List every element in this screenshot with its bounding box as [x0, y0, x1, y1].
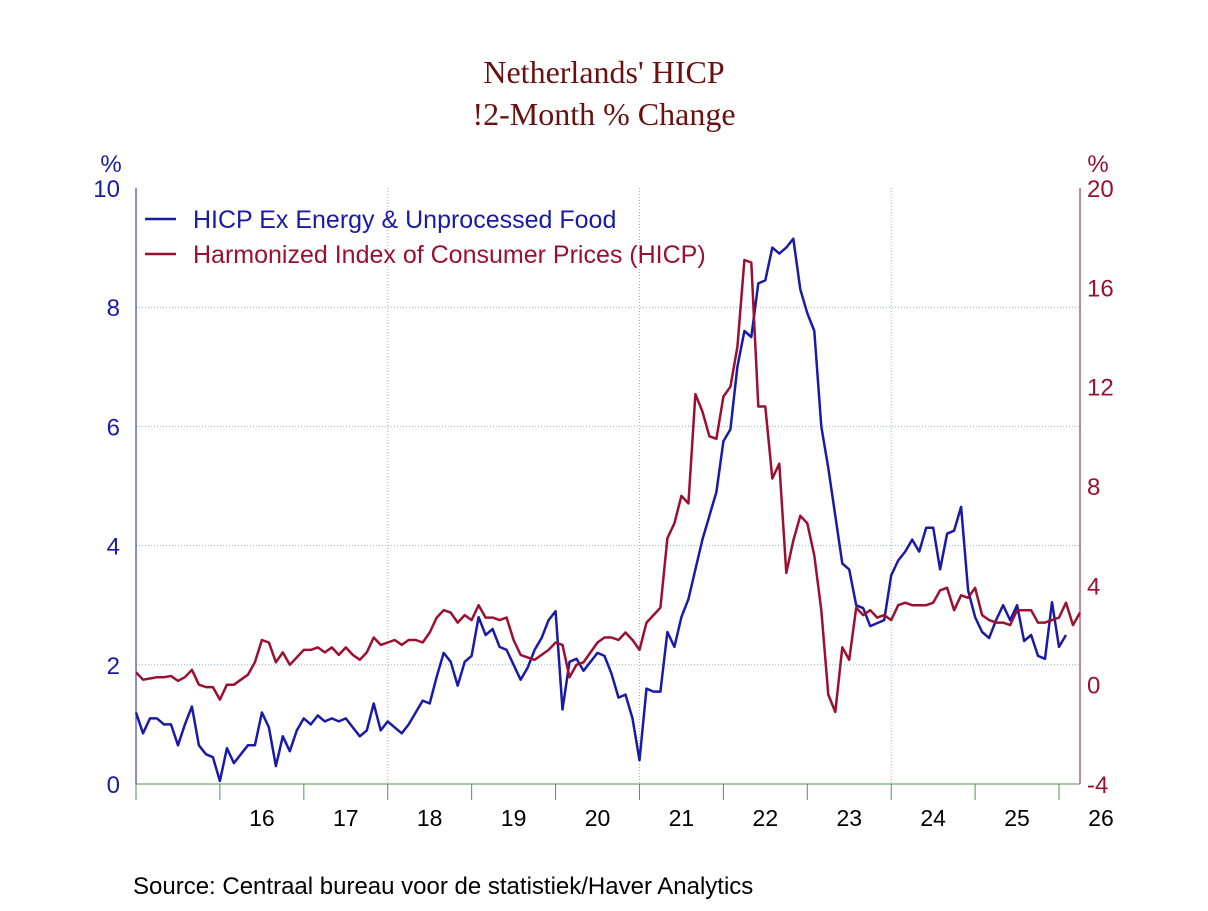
left-tick-label: 0 — [107, 772, 120, 799]
x-tick-label: 17 — [333, 805, 359, 831]
left-tick-label: 8 — [107, 295, 120, 322]
x-tick-label: 22 — [753, 805, 779, 831]
series-lines — [134, 237, 1082, 783]
x-tick-label: 18 — [417, 805, 443, 831]
left-tick-label: 10 — [93, 176, 120, 203]
x-tick-label: 25 — [1004, 805, 1030, 831]
x-tick-label: 19 — [501, 805, 527, 831]
source-note: Source: Centraal bureau voor de statisti… — [133, 873, 753, 900]
x-tick-label: 21 — [669, 805, 695, 831]
x-tick-label: 23 — [836, 805, 862, 831]
right-tick-label: 8 — [1087, 474, 1100, 501]
legend-label-2: Harmonized Index of Consumer Prices (HIC… — [193, 241, 706, 269]
right-tick-label: 20 — [1087, 176, 1114, 203]
left-tick-label: 4 — [107, 534, 120, 561]
left-tick-label: 6 — [107, 414, 120, 441]
legend: HICP Ex Energy & Unprocessed Food Harmoni… — [145, 206, 706, 269]
chart-subtitle: !2-Month % Change — [472, 96, 735, 132]
right-axis-unit: % — [1087, 151, 1108, 178]
x-tick-label: 16 — [249, 805, 275, 831]
right-tick-label: 0 — [1087, 673, 1100, 700]
series-line-1 — [134, 237, 1068, 783]
x-tick-label: 26 — [1088, 805, 1114, 831]
grid — [136, 188, 1080, 784]
right-tick-label: 16 — [1087, 275, 1114, 302]
x-tick-label: 24 — [920, 805, 946, 831]
right-tick-label: -4 — [1087, 772, 1108, 799]
right-tick-label: 4 — [1087, 573, 1100, 600]
series-line-2 — [135, 258, 1082, 714]
right-tick-label: 12 — [1087, 375, 1114, 402]
left-axis-unit: % — [100, 151, 121, 178]
left-tick-label: 2 — [107, 653, 120, 680]
legend-label-1: HICP Ex Energy & Unprocessed Food — [193, 206, 616, 234]
x-tick-label: 20 — [585, 805, 611, 831]
chart-title: Netherlands' HICP — [483, 54, 724, 90]
